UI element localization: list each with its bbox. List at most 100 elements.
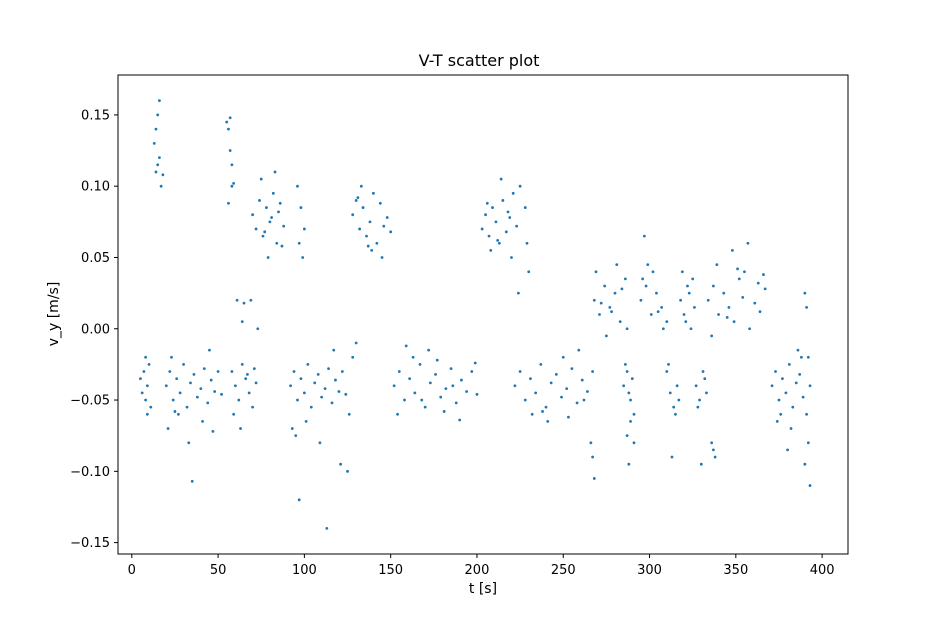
data-point	[625, 327, 629, 331]
data-point	[627, 462, 631, 466]
data-point	[798, 372, 802, 376]
data-point	[485, 201, 489, 205]
data-point	[544, 405, 548, 409]
data-point	[142, 370, 146, 373]
data-point	[513, 384, 517, 388]
data-point	[627, 391, 631, 395]
y-axis: −0.15 −0.10 −0.05 0.00 0.05 0.10 0.15	[70, 108, 118, 551]
data-point	[149, 405, 153, 409]
data-point	[530, 412, 534, 416]
data-point	[787, 363, 791, 366]
data-point	[261, 234, 265, 238]
data-point	[629, 420, 632, 423]
data-point	[686, 284, 689, 288]
data-point	[674, 412, 677, 416]
data-point	[660, 305, 664, 309]
y-tick-label: 0.05	[81, 251, 110, 266]
data-point	[168, 370, 172, 373]
data-point	[693, 305, 696, 309]
data-point	[370, 248, 374, 252]
data-point	[247, 391, 251, 395]
data-point	[346, 469, 349, 473]
data-point	[722, 291, 726, 295]
data-point	[713, 455, 717, 459]
data-point	[354, 341, 358, 345]
data-point	[794, 381, 798, 385]
data-point	[743, 270, 746, 274]
data-point	[228, 116, 232, 120]
data-point	[449, 367, 453, 371]
data-point	[641, 277, 645, 281]
y-tick-label: −0.05	[70, 394, 110, 409]
data-point	[655, 291, 658, 295]
data-point	[561, 355, 565, 359]
data-point	[670, 455, 674, 459]
data-point	[784, 391, 788, 395]
data-point	[265, 206, 268, 209]
data-point	[361, 206, 365, 209]
data-point	[171, 398, 175, 402]
data-point	[770, 384, 774, 388]
data-point	[359, 184, 363, 188]
data-point	[380, 256, 384, 259]
data-point	[189, 381, 192, 385]
data-point	[623, 363, 627, 366]
data-point	[451, 384, 455, 388]
data-point	[249, 298, 253, 302]
data-point	[480, 227, 484, 231]
data-point	[494, 220, 498, 224]
data-point	[603, 284, 607, 288]
data-point	[230, 370, 234, 373]
data-point	[789, 427, 793, 430]
data-point	[233, 384, 237, 388]
data-point	[263, 230, 267, 234]
data-point	[580, 378, 584, 382]
data-point	[592, 298, 596, 302]
data-point	[235, 298, 239, 302]
data-point	[499, 177, 503, 181]
data-point	[694, 384, 698, 388]
data-point	[510, 256, 513, 259]
data-point	[667, 363, 670, 366]
data-point	[275, 241, 279, 245]
data-point	[781, 377, 784, 381]
data-point	[575, 401, 579, 405]
data-point	[268, 220, 272, 224]
x-tick-label: 100	[292, 563, 317, 578]
data-point	[565, 387, 569, 391]
data-point	[567, 415, 570, 419]
data-point	[365, 234, 368, 238]
x-axis: 0 50 100 150 200 250 300 350 400	[128, 554, 835, 578]
data-point	[777, 398, 781, 402]
data-point	[541, 410, 544, 413]
data-point	[316, 372, 320, 376]
y-axis-label: v_y [m/s]	[46, 282, 62, 347]
data-point	[340, 370, 344, 373]
data-point	[302, 391, 306, 395]
data-point	[202, 367, 206, 371]
data-point	[680, 270, 684, 274]
data-point	[523, 206, 527, 209]
data-point	[706, 298, 710, 302]
x-tick-label: 0	[128, 563, 136, 578]
data-point	[710, 441, 714, 445]
data-point	[496, 238, 500, 242]
x-tick-label: 400	[810, 563, 835, 578]
data-point	[306, 363, 310, 366]
data-point	[504, 230, 508, 234]
data-point	[296, 184, 299, 188]
data-point	[158, 99, 161, 103]
data-point	[741, 295, 745, 299]
data-point	[554, 372, 558, 376]
data-point	[389, 230, 393, 234]
data-point	[208, 348, 211, 352]
data-point	[159, 184, 163, 188]
data-point	[746, 241, 750, 245]
data-point	[803, 291, 807, 295]
data-point	[301, 256, 305, 259]
y-tick-label: 0.10	[81, 180, 110, 195]
data-point	[232, 412, 236, 416]
data-point	[620, 287, 624, 291]
scatter-points	[139, 99, 812, 530]
